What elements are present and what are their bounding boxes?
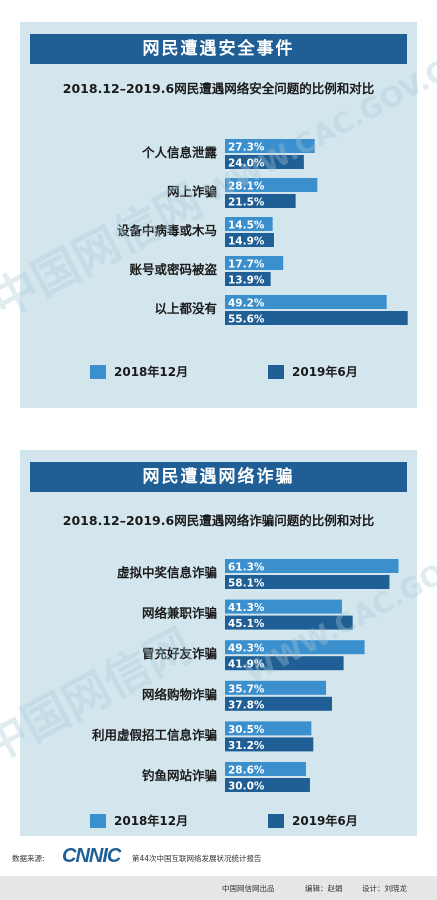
value-label: 49.3%	[228, 643, 265, 655]
value-label: 37.8%	[228, 699, 265, 711]
legend-swatch-2019	[268, 813, 284, 828]
value-label: 31.2%	[228, 740, 265, 752]
value-label: 41.9%	[228, 659, 265, 671]
bar-2019	[225, 575, 390, 589]
security-legend-2019: 2019年6月	[268, 363, 358, 380]
security-bar-chart: 个人信息泄露 27.3% 24.0% 网上诈骗 28.1% 21.5% 设备中病毒或木马 14…	[117, 139, 408, 326]
value-label: 41.3%	[228, 602, 265, 614]
value-label: 13.9%	[228, 275, 265, 287]
legend-swatch-2018	[90, 813, 106, 828]
value-label: 45.1%	[228, 618, 265, 630]
value-label: 61.3%	[228, 562, 265, 574]
value-label: 30.5%	[228, 724, 265, 736]
value-label: 28.6%	[228, 765, 265, 777]
value-label: 17.7%	[228, 259, 265, 271]
security-legend-2018: 2018年12月	[90, 363, 188, 380]
bar-2019	[225, 696, 333, 711]
value-label: 27.3%	[228, 142, 265, 154]
security-panel: 网民遭遇安全事件 2018.12–2019.6网民遭遇网络安全问题的比例和对比 …	[20, 22, 417, 408]
bar-2019	[225, 194, 296, 208]
bar-2019	[225, 656, 344, 671]
legend-label-2018: 2018年12月	[114, 814, 189, 828]
fraud-legend-2019: 2019年6月	[268, 812, 358, 829]
category-label: 账号或密码被盗	[129, 262, 217, 277]
bar-2019	[225, 737, 314, 752]
category-label: 钓鱼网站诈骗	[142, 768, 217, 783]
legend-label-2019: 2019年6月	[292, 814, 358, 828]
value-label: 28.1%	[228, 181, 265, 193]
legend-label-2018: 2018年12月	[114, 365, 189, 379]
value-label: 35.7%	[228, 683, 265, 695]
category-label: 网络购物诈骗	[142, 687, 217, 702]
category-label: 利用虚假招工信息诈骗	[92, 727, 217, 742]
fraud-subtitle: 2018.12–2019.6网民遭遇网络诈骗问题的比例和对比	[62, 513, 375, 528]
bar-2019	[225, 155, 304, 169]
bar-2018	[225, 178, 318, 192]
bar-2019	[225, 311, 408, 325]
bar-2018	[225, 762, 306, 776]
security-banner: 网民遭遇安全事件	[30, 34, 407, 64]
legend-label-2019: 2019年6月	[292, 365, 358, 379]
bar-2019	[225, 778, 310, 792]
bar-2018	[225, 599, 342, 614]
bar-2018	[225, 721, 312, 736]
fraud-panel: 网民遭遇网络诈骗 2018.12–2019.6网民遭遇网络诈骗问题的比例和对比 …	[20, 450, 417, 836]
cnnic-logo: CNNIC	[62, 845, 121, 867]
bar-2018	[225, 295, 387, 309]
bar-2019	[225, 615, 353, 630]
bar-2018	[225, 139, 315, 153]
value-label: 30.0%	[228, 781, 265, 793]
fraud-banner: 网民遭遇网络诈骗	[30, 462, 407, 492]
fraud-legend-2018: 2018年12月	[90, 812, 188, 829]
bar-2018	[225, 680, 327, 695]
producer-credit: 中国网信网出品	[222, 884, 275, 893]
category-label: 冒充好友诈骗	[142, 646, 217, 661]
value-label: 21.5%	[228, 197, 265, 209]
designer-credit: 设计：刘晓龙	[362, 884, 407, 893]
legend-swatch-2019	[268, 364, 284, 379]
category-label: 虚拟中奖信息诈骗	[117, 565, 217, 580]
category-label: 网络兼职诈骗	[142, 606, 217, 621]
legend-swatch-2018	[90, 364, 106, 379]
category-label: 设备中病毒或木马	[117, 223, 217, 238]
category-label: 网上诈骗	[167, 184, 217, 199]
editor-credit: 编辑：赵娟	[305, 884, 343, 893]
credit-bar	[0, 876, 437, 900]
bar-2018	[225, 559, 399, 573]
value-label: 24.0%	[228, 158, 265, 170]
value-label: 49.2%	[228, 298, 265, 310]
bar-2018	[225, 256, 284, 270]
category-label: 个人信息泄露	[141, 145, 218, 160]
category-label: 以上都没有	[154, 301, 217, 316]
value-label: 14.5%	[228, 220, 265, 232]
value-label: 55.6%	[228, 314, 265, 326]
bar-2019	[225, 272, 271, 286]
bar-2018	[225, 640, 365, 655]
value-label: 58.1%	[228, 578, 265, 590]
source-label: 数据来源:	[12, 854, 45, 863]
source-report: 第44次中国互联网络发展状况统计报告	[132, 854, 262, 863]
fraud-bar-chart: 虚拟中奖信息诈骗 61.3% 58.1% 网络兼职诈骗 41.3% 45.1% 冒充好友诈骗…	[92, 559, 399, 793]
bar-2018	[225, 217, 273, 231]
bar-2019	[225, 233, 274, 247]
security-subtitle: 2018.12–2019.6网民遭遇网络安全问题的比例和对比	[62, 81, 375, 96]
value-label: 14.9%	[228, 236, 265, 248]
